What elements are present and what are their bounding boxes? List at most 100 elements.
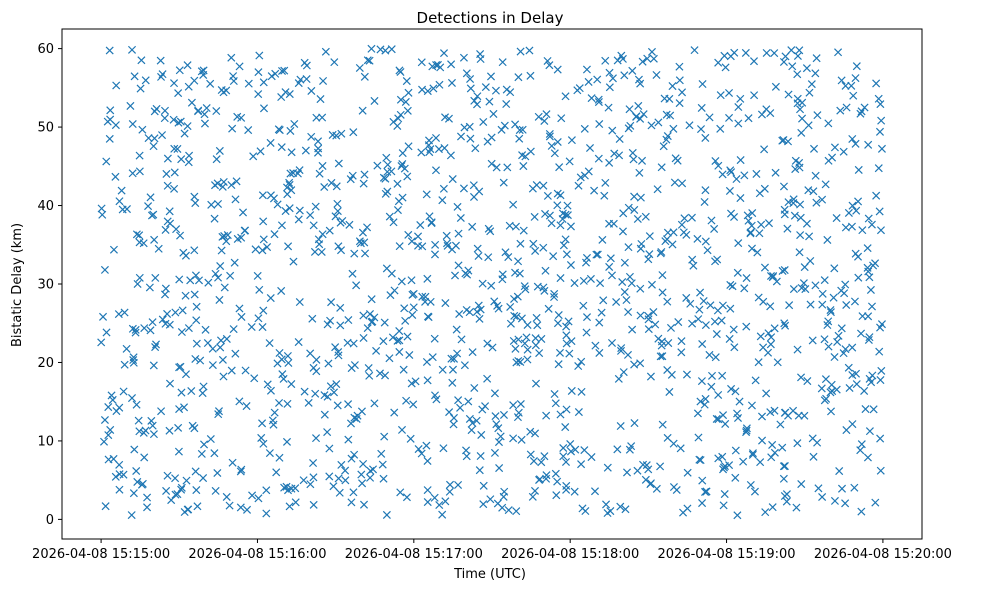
data-point (768, 503, 777, 512)
data-point (414, 445, 423, 454)
data-point (163, 471, 172, 480)
data-point (643, 54, 652, 63)
data-point (620, 71, 629, 80)
data-point (274, 125, 283, 134)
data-point (329, 482, 338, 491)
data-point (574, 361, 583, 371)
data-point (840, 289, 849, 298)
data-point (287, 148, 296, 157)
data-point (423, 312, 432, 321)
data-point (396, 488, 405, 497)
data-point (752, 169, 761, 178)
data-point (222, 492, 231, 501)
data-point (753, 248, 762, 257)
data-point (273, 200, 282, 209)
data-point (865, 273, 874, 282)
data-point (385, 354, 394, 363)
data-point (779, 462, 788, 471)
data-point (278, 66, 287, 76)
data-point (143, 503, 152, 512)
data-point (584, 167, 593, 176)
data-point (545, 61, 554, 70)
data-point (705, 350, 714, 359)
data-point (269, 420, 278, 429)
data-point (528, 492, 537, 501)
data-point (453, 202, 462, 211)
data-point (842, 103, 851, 112)
data-point (307, 86, 316, 95)
data-point (809, 452, 818, 461)
data-point (532, 313, 541, 322)
data-point (821, 180, 830, 189)
data-point (844, 208, 853, 217)
data-point (689, 261, 698, 270)
data-point (259, 78, 268, 87)
data-point (157, 72, 166, 81)
data-point (127, 45, 137, 54)
data-point (279, 374, 288, 383)
data-point (706, 301, 715, 310)
data-point (423, 376, 432, 385)
data-point (379, 173, 388, 182)
data-point (748, 449, 757, 458)
data-point (187, 387, 196, 396)
data-point (847, 81, 856, 90)
data-point (842, 300, 851, 310)
data-point (502, 99, 511, 109)
data-point (129, 489, 138, 498)
data-point (580, 446, 589, 455)
data-point (759, 343, 768, 352)
data-point (282, 183, 292, 192)
data-point (867, 302, 877, 311)
data-point (559, 241, 568, 250)
data-point (285, 502, 294, 511)
data-point (409, 303, 418, 312)
data-point (697, 103, 706, 112)
data-point (808, 434, 817, 443)
data-point (181, 251, 190, 260)
data-point (200, 119, 209, 128)
data-point (231, 195, 240, 204)
data-point (714, 415, 723, 424)
data-point (450, 271, 460, 280)
data-point (162, 486, 171, 495)
data-point (614, 374, 623, 383)
data-point (766, 302, 775, 311)
data-point (848, 134, 857, 143)
data-point (787, 46, 796, 55)
data-point (487, 159, 496, 168)
data-point (181, 291, 190, 300)
data-point (210, 214, 219, 223)
data-point (861, 405, 870, 414)
x-tick-label: 2026-04-08 15:18:00 (501, 547, 639, 562)
data-point (770, 324, 779, 333)
data-point (542, 110, 551, 119)
data-point (227, 366, 236, 375)
data-point (462, 69, 471, 78)
data-point (395, 347, 404, 356)
data-point (800, 411, 809, 420)
data-point (498, 275, 507, 284)
data-point (633, 214, 642, 224)
data-point (182, 476, 191, 485)
data-point (540, 286, 549, 295)
data-point (653, 185, 662, 194)
data-point (566, 222, 575, 231)
data-point (793, 94, 802, 103)
data-point (579, 301, 588, 310)
data-point (103, 117, 112, 126)
data-point (608, 126, 617, 135)
data-point (211, 486, 220, 495)
data-point (399, 365, 408, 374)
data-point (352, 281, 361, 290)
data-point (176, 362, 185, 371)
data-point (244, 79, 253, 88)
data-point (481, 402, 490, 411)
data-point (206, 79, 215, 88)
data-point (658, 352, 667, 361)
data-point (628, 148, 637, 157)
data-point (211, 269, 220, 278)
data-point (112, 81, 121, 90)
data-point (651, 320, 660, 329)
data-point (202, 103, 211, 113)
